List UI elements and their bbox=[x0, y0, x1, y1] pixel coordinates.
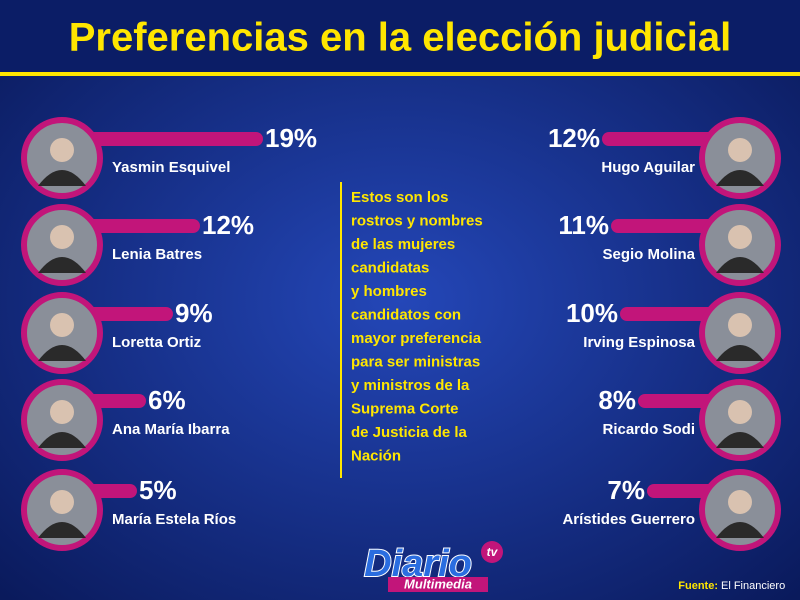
photo bbox=[38, 345, 86, 361]
photo bbox=[38, 432, 86, 448]
logo-subtitle: Multimedia bbox=[404, 576, 472, 591]
value-label: 7% bbox=[607, 475, 645, 505]
photo bbox=[50, 138, 74, 162]
description-line: rostros y nombres bbox=[351, 212, 483, 229]
value-label: 6% bbox=[148, 385, 186, 415]
photo bbox=[716, 170, 764, 186]
photo bbox=[38, 170, 86, 186]
title-band bbox=[0, 0, 800, 74]
description-line: Nación bbox=[351, 447, 401, 464]
photo bbox=[716, 345, 764, 361]
photo bbox=[728, 313, 752, 337]
photo bbox=[50, 225, 74, 249]
candidate-name: María Estela Ríos bbox=[112, 511, 236, 528]
value-label: 10% bbox=[566, 298, 618, 328]
photo bbox=[728, 225, 752, 249]
photo bbox=[716, 432, 764, 448]
value-label: 5% bbox=[139, 475, 177, 505]
candidate-name: Lenia Batres bbox=[112, 246, 202, 263]
description-line: y ministros de la bbox=[351, 377, 470, 394]
candidate-name: Segio Molina bbox=[602, 246, 695, 263]
title-rule bbox=[0, 72, 800, 76]
logo-badge bbox=[481, 541, 503, 563]
candidate-name: Ricardo Sodi bbox=[602, 421, 695, 438]
photo bbox=[716, 522, 764, 538]
description-line: para ser ministras bbox=[351, 353, 480, 370]
description-line: y hombres bbox=[351, 283, 427, 300]
photo bbox=[38, 257, 86, 273]
value-label: 11% bbox=[558, 210, 609, 240]
candidate-name: Ana María Ibarra bbox=[112, 421, 230, 438]
description-line: mayor preferencia bbox=[351, 330, 482, 347]
candidate-name: Yasmin Esquivel bbox=[112, 159, 230, 176]
candidate-name: Hugo Aguilar bbox=[601, 159, 695, 176]
photo bbox=[728, 138, 752, 162]
photo bbox=[50, 490, 74, 514]
logo-bar bbox=[388, 577, 488, 592]
photo bbox=[728, 400, 752, 424]
photo bbox=[716, 257, 764, 273]
value-label: 8% bbox=[598, 385, 636, 415]
logo-tv: tv bbox=[487, 545, 499, 559]
description-line: candidatos con bbox=[351, 306, 461, 323]
value-label: 12% bbox=[548, 123, 600, 153]
candidate-name: Loretta Ortiz bbox=[112, 334, 201, 351]
candidate-name: Arístides Guerrero bbox=[562, 511, 695, 528]
title: Preferencias en la elección judicial bbox=[69, 16, 732, 60]
description: Estos son los rostros y nombres de las muj… bbox=[351, 189, 483, 465]
description-line: Estos son los bbox=[351, 189, 449, 206]
source-name: El Financiero bbox=[721, 580, 785, 592]
bar bbox=[62, 132, 263, 146]
source-label: Fuente: bbox=[678, 580, 718, 592]
logo: Diario tv Multimedia bbox=[363, 541, 503, 592]
value-label: 9% bbox=[175, 298, 213, 328]
photo bbox=[728, 490, 752, 514]
description-line: candidatas bbox=[351, 259, 429, 276]
value-label: 19% bbox=[265, 123, 317, 153]
photo bbox=[38, 522, 86, 538]
photo bbox=[50, 400, 74, 424]
value-label: 12% bbox=[202, 210, 254, 240]
photo bbox=[50, 313, 74, 337]
description-line: de Justicia de la bbox=[351, 424, 468, 441]
description-line: Suprema Corte bbox=[351, 400, 459, 417]
candidate-name: Irving Espinosa bbox=[583, 334, 695, 351]
description-line: de las mujeres bbox=[351, 236, 455, 253]
